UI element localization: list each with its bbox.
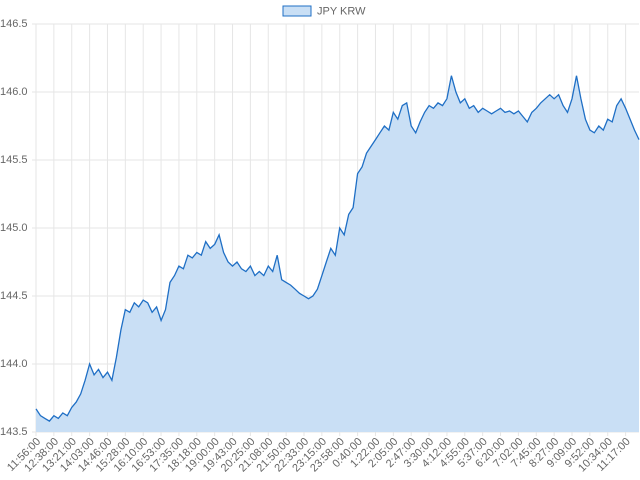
y-tick-label: 146.5: [0, 18, 28, 30]
legend-label: JPY KRW: [317, 5, 366, 17]
y-tick-label: 146.0: [0, 86, 28, 98]
area: [36, 75, 639, 432]
y-tick-label: 144.0: [0, 358, 28, 370]
line: [35, 75, 640, 422]
y-tick-label: 143.5: [0, 426, 28, 438]
y-tick-label: 145.0: [0, 222, 28, 234]
legend-swatch: [282, 5, 312, 17]
y-tick-label: 144.5: [0, 290, 28, 302]
y-tick-label: 145.5: [0, 154, 28, 166]
